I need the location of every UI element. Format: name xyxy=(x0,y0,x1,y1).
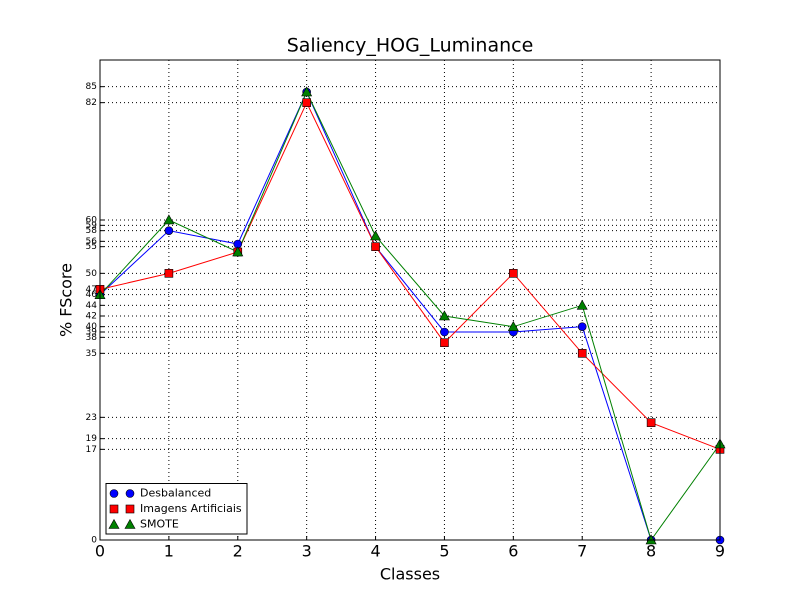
legend-label: Desbalanced xyxy=(140,487,211,500)
x-tick-label: 5 xyxy=(439,542,449,561)
marker xyxy=(577,322,587,331)
y-tick-label: 38 xyxy=(86,333,98,343)
x-tick-label: 9 xyxy=(715,542,725,561)
y-tick-label: 42 xyxy=(86,312,97,322)
y-tick-label: 39 xyxy=(86,328,98,338)
series-line xyxy=(99,90,720,541)
marker xyxy=(164,269,174,278)
marker xyxy=(232,246,244,257)
y-tick-label: 44 xyxy=(86,301,98,311)
marker xyxy=(646,418,656,427)
y-tick-label: 50 xyxy=(86,269,98,279)
marker xyxy=(507,321,519,331)
x-tick-label: 3 xyxy=(302,542,312,561)
y-tick-label: 19 xyxy=(86,434,98,444)
plot-frame xyxy=(99,59,721,541)
y-tick-label: 82 xyxy=(86,98,97,108)
marker xyxy=(163,214,175,225)
marker xyxy=(438,310,450,321)
y-tick-label: 47 xyxy=(86,285,97,295)
y-tick-label: 0 xyxy=(91,536,97,546)
marker xyxy=(509,269,518,278)
y-tick-label: 35 xyxy=(86,349,97,359)
x-tick-label: 8 xyxy=(646,542,656,561)
marker xyxy=(302,98,311,107)
legend-marker xyxy=(109,489,119,498)
x-tick-label: 6 xyxy=(508,542,518,561)
x-tick-label: 7 xyxy=(577,542,587,561)
x-tick-label: 4 xyxy=(370,542,380,561)
legend-marker xyxy=(124,518,136,529)
marker xyxy=(164,226,174,235)
y-tick-label: 58 xyxy=(86,226,98,236)
y-tick-label: 59 xyxy=(86,221,98,231)
y-tick-label: 46 xyxy=(86,290,98,300)
legend-marker xyxy=(108,518,120,529)
y-tick-label: 23 xyxy=(86,413,97,423)
x-axis-label: Classes xyxy=(380,565,440,584)
marker xyxy=(301,86,313,97)
y-tick-label: 85 xyxy=(86,82,97,92)
chart-title: Saliency_HOG_Luminance xyxy=(287,35,534,57)
legend-label: Imagens Artificiais xyxy=(140,502,242,515)
legend-marker xyxy=(125,489,135,498)
y-tick-label: 40 xyxy=(86,322,98,332)
x-tick-label: 0 xyxy=(95,542,105,561)
marker xyxy=(370,230,382,241)
y-tick-label: 56 xyxy=(86,237,98,247)
legend-label: SMOTE xyxy=(140,518,179,531)
x-tick-label: 2 xyxy=(233,542,243,561)
series-line xyxy=(99,90,721,542)
y-tick-label: 55 xyxy=(86,242,97,252)
x-tick-label: 1 xyxy=(164,542,174,561)
y-tick-label: 60 xyxy=(86,216,98,226)
y-tick-label: 17 xyxy=(86,445,97,455)
marker xyxy=(371,242,380,251)
marker xyxy=(440,327,449,337)
legend-marker xyxy=(125,504,135,514)
marker xyxy=(440,338,449,347)
series-line xyxy=(99,101,721,450)
legend-marker xyxy=(109,504,119,514)
marker xyxy=(577,349,587,358)
y-axis-label: % FScore xyxy=(57,263,76,337)
marker xyxy=(576,299,588,310)
